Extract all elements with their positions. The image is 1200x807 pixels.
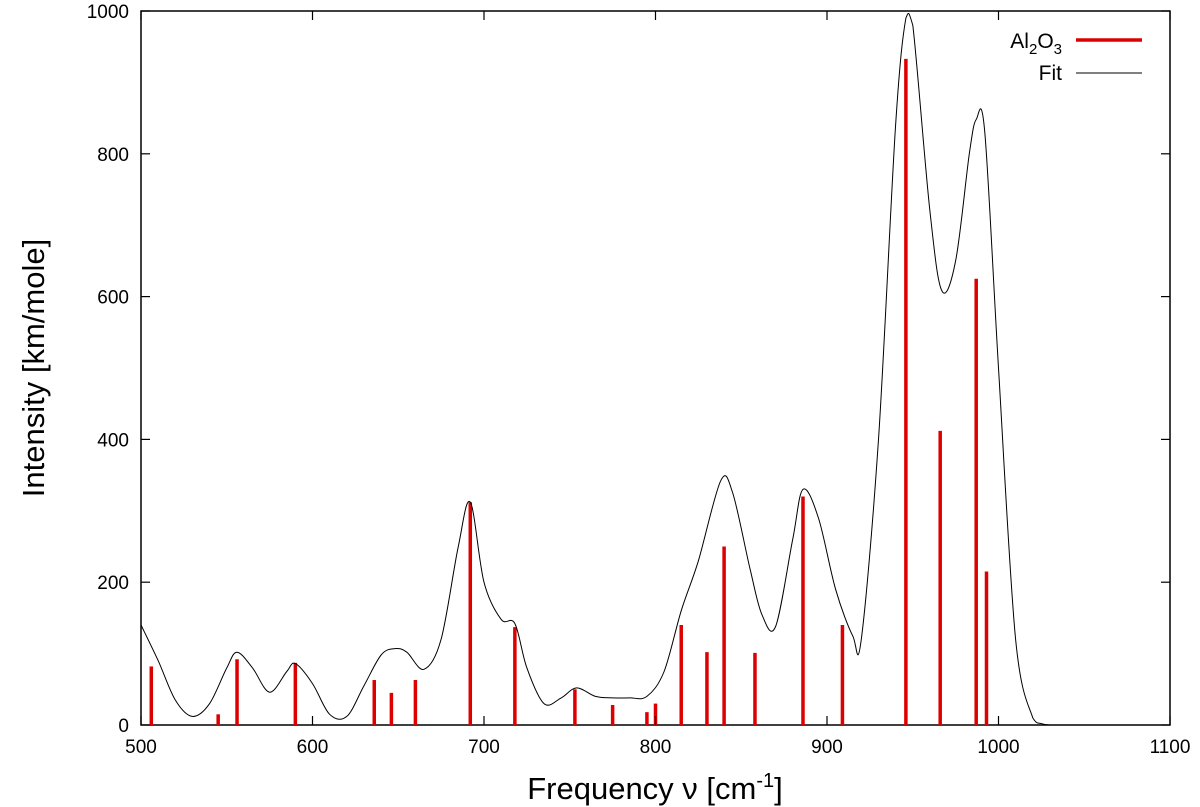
x-tick-label: 700 xyxy=(468,737,500,758)
fit-curve xyxy=(140,12,1050,726)
x-tick-label: 1000 xyxy=(977,737,1019,758)
legend-label-al2o3-c: O xyxy=(1037,30,1053,53)
y-tick-label: 0 xyxy=(118,716,129,737)
y-axis-title: Intensity [km/mole] xyxy=(16,239,51,497)
plot-frame xyxy=(140,10,1171,726)
legend-label-al2o3: Al2O3 xyxy=(1010,30,1062,58)
x-tick-label: 900 xyxy=(811,737,843,758)
y-tick-label: 1000 xyxy=(87,2,129,23)
y-tick-label: 400 xyxy=(97,430,129,451)
stick-series xyxy=(149,58,989,725)
y-tick-label: 600 xyxy=(97,288,129,309)
x-tick-label: 1100 xyxy=(1150,737,1191,758)
legend-label-al2o3-a: Al xyxy=(1010,30,1029,53)
legend-label-al2o3-d: 3 xyxy=(1054,41,1062,58)
legend-label-fit: Fit xyxy=(1039,62,1062,85)
x-axis-title-main: Frequency ν [cm xyxy=(527,771,756,806)
y-tick-label: 800 xyxy=(97,145,129,166)
x-axis-title: Frequency ν [cm-1] xyxy=(527,770,783,806)
x-axis-title-tail: ] xyxy=(774,771,783,806)
y-tick-label: 200 xyxy=(97,573,129,594)
x-axis-title-sup: -1 xyxy=(756,770,774,792)
legend: Al2O3 Fit xyxy=(1010,30,1142,85)
x-axis-ticks: 500 600 700 800 900 1000 1100 xyxy=(125,11,1190,758)
x-tick-label: 800 xyxy=(640,737,672,758)
legend-label-al2o3-b: 2 xyxy=(1029,41,1037,58)
x-tick-label: 500 xyxy=(125,737,157,758)
y-axis-ticks: 0 200 400 600 800 1000 xyxy=(87,2,1170,737)
x-tick-label: 600 xyxy=(297,737,329,758)
